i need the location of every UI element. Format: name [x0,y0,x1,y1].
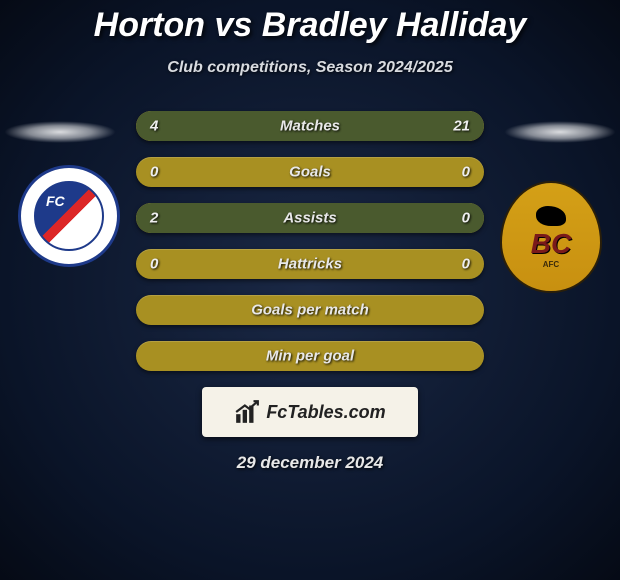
stat-bar: 0Hattricks0 [136,249,484,279]
player-shadow-left [4,121,116,143]
stat-label: Hattricks [136,256,484,273]
stat-label: Assists [136,210,484,227]
crest-left-badge [34,181,104,251]
player-shadow-right [504,121,616,143]
stat-bar: Goals per match [136,295,484,325]
crest-right-subtext: AFC [543,260,559,269]
stat-bar: 0Goals0 [136,157,484,187]
stat-value-right: 21 [453,118,470,135]
stat-bar: 2Assists0 [136,203,484,233]
watermark-text: FcTables.com [266,402,385,423]
stat-value-right: 0 [462,256,470,273]
chart-up-icon [234,399,260,425]
comparison-stage: BC AFC 4Matches210Goals02Assists00Hattri… [0,111,620,371]
page-subtitle: Club competitions, Season 2024/2025 [0,59,620,77]
snapshot-date: 29 december 2024 [0,453,620,473]
club-crest-right: BC AFC [500,181,602,293]
crest-right-text: BC [531,228,571,260]
page-title: Horton vs Bradley Halliday [0,0,620,45]
watermark: FcTables.com [202,387,418,437]
stat-label: Min per goal [136,348,484,365]
stat-value-right: 0 [462,210,470,227]
stat-label: Goals per match [136,302,484,319]
stat-bar: Min per goal [136,341,484,371]
club-crest-left [18,165,120,267]
crest-right-icon [536,206,566,226]
stat-label: Goals [136,164,484,181]
stat-value-right: 0 [462,164,470,181]
stat-bars-container: 4Matches210Goals02Assists00Hattricks0Goa… [136,111,484,371]
stat-label: Matches [136,118,484,135]
stat-bar: 4Matches21 [136,111,484,141]
